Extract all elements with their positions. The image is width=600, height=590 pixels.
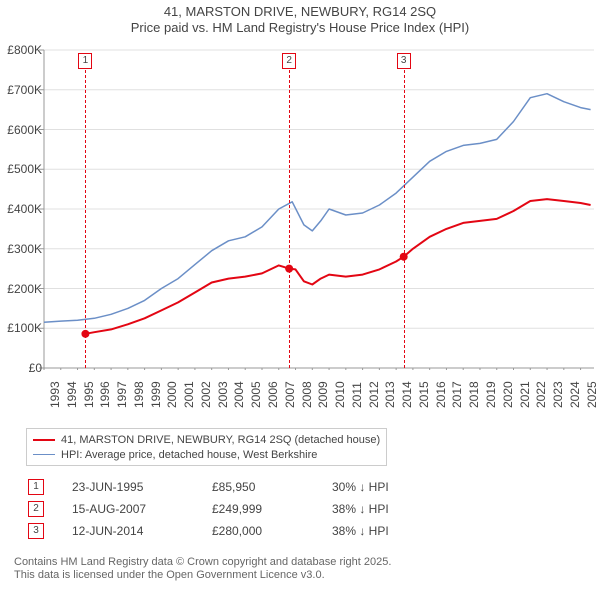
x-tick-label: 2013 xyxy=(383,381,397,408)
marker-vline xyxy=(289,70,290,368)
x-tick-label: 2025 xyxy=(585,381,599,408)
x-tick-label: 2017 xyxy=(450,381,464,408)
legend: 41, MARSTON DRIVE, NEWBURY, RG14 2SQ (de… xyxy=(26,428,387,466)
table-marker-box: 2 xyxy=(28,501,44,517)
y-tick-label: £400K xyxy=(0,202,42,216)
table-row: 2 15-AUG-2007£249,99938% ↓ HPI xyxy=(28,498,452,520)
table-price: £85,950 xyxy=(212,480,332,494)
x-tick-label: 1995 xyxy=(82,381,96,408)
x-tick-label: 2001 xyxy=(182,381,196,408)
x-tick-label: 2012 xyxy=(367,381,381,408)
marker-vline xyxy=(85,70,86,368)
x-tick-label: 1996 xyxy=(98,381,112,408)
table-diff: 38% ↓ HPI xyxy=(332,502,452,516)
x-tick-label: 2007 xyxy=(283,381,297,408)
x-tick-label: 1993 xyxy=(48,381,62,408)
attribution: Contains HM Land Registry data © Crown c… xyxy=(14,556,391,582)
x-tick-label: 2006 xyxy=(266,381,280,408)
legend-item: 41, MARSTON DRIVE, NEWBURY, RG14 2SQ (de… xyxy=(33,432,380,447)
table-diff: 30% ↓ HPI xyxy=(332,480,452,494)
sales-table: 1 23-JUN-1995£85,95030% ↓ HPI 2 15-AUG-2007… xyxy=(28,476,452,542)
table-price: £249,999 xyxy=(212,502,332,516)
x-tick-label: 2003 xyxy=(216,381,230,408)
x-tick-label: 2022 xyxy=(534,381,548,408)
legend-label: 41, MARSTON DRIVE, NEWBURY, RG14 2SQ (de… xyxy=(61,434,380,446)
x-tick-label: 1998 xyxy=(132,381,146,408)
x-tick-label: 2011 xyxy=(350,382,364,408)
x-tick-label: 2000 xyxy=(165,381,179,408)
x-tick-label: 2019 xyxy=(484,381,498,408)
marker-label-box: 3 xyxy=(397,53,411,69)
legend-swatch xyxy=(33,454,55,455)
table-row: 3 12-JUN-2014£280,00038% ↓ HPI xyxy=(28,520,452,542)
marker-vline xyxy=(404,70,405,368)
attribution-line-1: Contains HM Land Registry data © Crown c… xyxy=(14,556,391,569)
x-tick-label: 2024 xyxy=(568,381,582,408)
x-tick-label: 2002 xyxy=(199,381,213,408)
y-tick-label: £100K xyxy=(0,321,42,335)
table-marker-box: 3 xyxy=(28,523,44,539)
table-price: £280,000 xyxy=(212,524,332,538)
y-tick-label: £800K xyxy=(0,43,42,57)
table-date: 12-JUN-2014 xyxy=(72,524,212,538)
x-tick-label: 2004 xyxy=(232,381,246,408)
table-row: 1 23-JUN-1995£85,95030% ↓ HPI xyxy=(28,476,452,498)
legend-label: HPI: Average price, detached house, West… xyxy=(61,449,317,461)
x-tick-label: 2016 xyxy=(434,381,448,408)
attribution-line-2: This data is licensed under the Open Gov… xyxy=(14,569,391,582)
x-tick-label: 2015 xyxy=(417,381,431,408)
y-tick-label: £0 xyxy=(0,361,42,375)
x-tick-label: 2014 xyxy=(400,381,414,408)
legend-swatch xyxy=(33,439,55,441)
table-date: 15-AUG-2007 xyxy=(72,502,212,516)
marker-label-box: 1 xyxy=(78,53,92,69)
x-tick-label: 1997 xyxy=(115,381,129,408)
table-date: 23-JUN-1995 xyxy=(72,480,212,494)
y-tick-label: £700K xyxy=(0,83,42,97)
chart-container: 41, MARSTON DRIVE, NEWBURY, RG14 2SQ Pri… xyxy=(0,0,600,590)
x-tick-label: 1994 xyxy=(65,381,79,408)
table-marker-box: 1 xyxy=(28,479,44,495)
x-tick-label: 2009 xyxy=(316,381,330,408)
table-diff: 38% ↓ HPI xyxy=(332,524,452,538)
marker-label-box: 2 xyxy=(282,53,296,69)
x-tick-label: 2021 xyxy=(518,381,532,408)
legend-item: HPI: Average price, detached house, West… xyxy=(33,447,380,462)
y-tick-label: £300K xyxy=(0,242,42,256)
y-tick-label: £200K xyxy=(0,282,42,296)
x-tick-label: 1999 xyxy=(149,381,163,408)
y-tick-label: £600K xyxy=(0,123,42,137)
y-tick-label: £500K xyxy=(0,162,42,176)
x-tick-label: 2005 xyxy=(249,381,263,408)
x-tick-label: 2008 xyxy=(300,381,314,408)
x-tick-label: 2020 xyxy=(501,381,515,408)
x-tick-label: 2018 xyxy=(467,381,481,408)
x-tick-label: 2023 xyxy=(551,381,565,408)
x-tick-label: 2010 xyxy=(333,381,347,408)
